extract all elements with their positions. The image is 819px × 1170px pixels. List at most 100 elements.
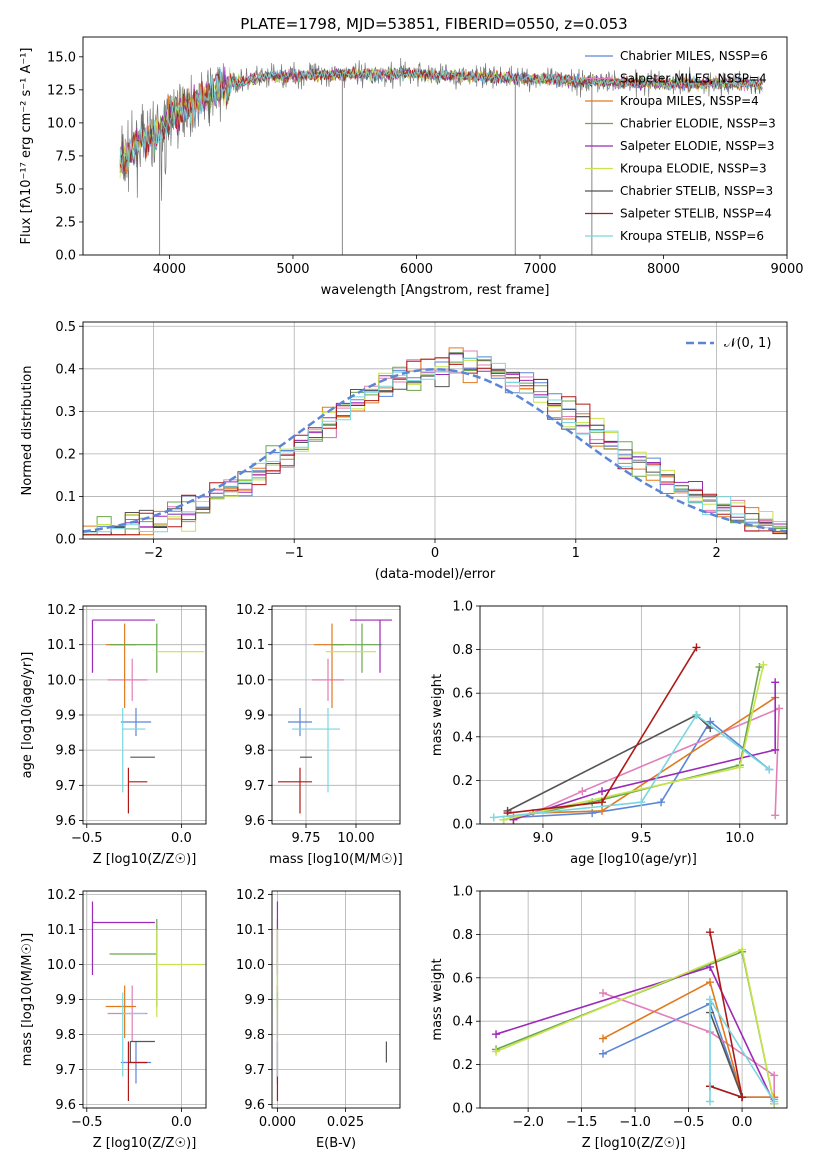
weight-line (532, 707, 780, 816)
model-line (119, 67, 763, 168)
error-bars (278, 619, 392, 814)
x-tick-label: 0.0 (171, 831, 192, 846)
weight-marker (775, 704, 784, 713)
histogram-step (83, 357, 787, 536)
x-axis-label: Z [log10(Z/Z☉)] (93, 1136, 197, 1151)
x-axis-label: E(B-V) (316, 1136, 356, 1151)
panel-massweight-vs-age: 9.0 9.5 10.0 0.0 0.2 0.4 0.6 0.8 1.0 age [log10(a… (430, 600, 788, 867)
weight-marker (765, 765, 774, 774)
y-tick-label: 0.3 (55, 405, 76, 420)
y-tick-label: 0.8 (452, 928, 473, 943)
weight-marker (578, 787, 587, 796)
weight-marker (735, 763, 744, 772)
y-tick-label: 9.8 (244, 744, 265, 759)
axes-frame (82, 321, 788, 540)
y-tick-label: 9.7 (244, 1063, 265, 1078)
x-tick-label: 5000 (276, 262, 309, 277)
legend-label: Kroupa ELODIE, NSSP=3 (620, 162, 767, 176)
figure-title: PLATE=1798, MJD=53851, FIBERID=0550, z=0… (240, 15, 627, 33)
y-tick-label: 0.1 (55, 490, 76, 505)
x-axis-label: Z [log10(Z/Z☉)] (582, 1136, 686, 1151)
y-tick-label: 0.4 (452, 1015, 473, 1030)
y-tick-label: 9.9 (244, 993, 265, 1008)
x-tick-label: −1.5 (566, 1115, 598, 1130)
weight-marker (771, 745, 780, 754)
weight-marker (598, 806, 607, 815)
y-tick-label: 0.2 (452, 774, 473, 789)
plot-area (91, 901, 205, 1101)
plot-area: Chabrier MILES, NSSP=6 Salpeter MILES, NS… (119, 49, 776, 255)
y-tick-label: 9.9 (55, 993, 76, 1008)
weight-marker (771, 811, 780, 820)
y-tick-label: 9.8 (55, 744, 76, 759)
y-axis-label: Normed distribution (20, 366, 35, 496)
y-tick-label: 7.5 (55, 149, 76, 164)
y-tick-label: 10.0 (47, 673, 76, 688)
y-tick-label: 0.8 (452, 643, 473, 658)
x-tick-label: 9000 (770, 262, 803, 277)
x-tick-label: 2 (712, 546, 720, 561)
y-tick-label: 10.1 (47, 638, 76, 653)
weight-marker (492, 1047, 501, 1056)
plot-area (91, 619, 205, 814)
weight-marker (771, 678, 780, 687)
x-tick-label: 4000 (153, 262, 186, 277)
histograms (82, 347, 788, 536)
x-axis-label: wavelength [Angstrom, rest frame] (321, 283, 550, 298)
y-tick-label: 1.0 (452, 885, 473, 900)
legend-label: Chabrier ELODIE, NSSP=3 (620, 117, 776, 131)
legend-label: Salpeter ELODIE, NSSP=3 (620, 139, 775, 153)
error-bars (276, 901, 387, 1101)
x-tick-label: 10.00 (337, 831, 374, 846)
panel-massweight-vs-Z: −2.0 −1.5 −1.0 −0.5 0.0 0.0 0.2 0.4 0.6 0.8 1.0 Z [… (430, 885, 788, 1151)
y-tick-label: 10.0 (47, 116, 76, 131)
panel-age-vs-mass: 9.75 10.00 9.6 9.7 9.8 9.9 10.0 10.1 10.2 mass [l… (236, 603, 403, 867)
plot-area (492, 928, 779, 1108)
x-tick-label: −1.0 (619, 1115, 651, 1130)
legend-label: Chabrier MILES, NSSP=6 (620, 49, 768, 63)
weight-line (503, 666, 761, 821)
y-tick-label: 10.2 (236, 888, 265, 903)
x-tick-label: 0.0 (732, 1115, 753, 1130)
x-tick-label: −0.5 (71, 1115, 103, 1130)
y-tick-label: 0.2 (55, 447, 76, 462)
weight-marker (599, 1049, 608, 1058)
weight-marker (705, 962, 714, 971)
y-axis-label: mass weight (430, 674, 445, 756)
weight-marker (738, 1093, 747, 1102)
y-tick-label: 9.8 (244, 1028, 265, 1043)
panel-mass-vs-Z: −0.5 0.0 9.6 9.7 9.8 9.9 10.0 10.1 10.2 Z [log10(… (20, 888, 207, 1151)
x-tick-label: 9.75 (292, 831, 321, 846)
weight-marker (598, 787, 607, 796)
weight-marker (657, 798, 666, 807)
y-tick-label: 0.2 (452, 1058, 473, 1073)
panel-age-vs-Z: −0.5 0.0 9.6 9.7 9.8 9.9 10.0 10.1 10.2 Z [log10(… (20, 603, 207, 867)
x-tick-label: 0.0 (171, 1115, 192, 1130)
y-tick-label: 9.9 (244, 709, 265, 724)
y-tick-label: 15.0 (47, 50, 76, 65)
x-tick-label: −1 (285, 546, 304, 561)
y-axis-label: Flux [fλ10⁻¹⁷ erg cm⁻² s⁻¹ A⁻¹] (19, 48, 34, 245)
panel-residual-histogram: 𝒩(0, 1) −2 −1 0 1 2 0.0 0.1 0.2 0.3 0.4 0.5 (data-mo… (20, 320, 788, 582)
weight-marker (489, 813, 498, 822)
plot-area (489, 643, 784, 824)
y-tick-label: 1.0 (452, 600, 473, 615)
weight-marker (770, 1097, 779, 1106)
y-tick-label: 12.5 (47, 83, 76, 98)
weight-lines (489, 643, 784, 824)
y-tick-label: 0.6 (452, 687, 473, 702)
weight-line (513, 682, 776, 821)
y-tick-label: 0.4 (452, 730, 473, 745)
weight-marker (705, 1097, 714, 1106)
y-tick-label: 9.7 (244, 779, 265, 794)
spectrum-legend: Chabrier MILES, NSSP=6 Salpeter MILES, NS… (585, 49, 776, 243)
panel-spectrum: Chabrier MILES, NSSP=6 Salpeter MILES, NS… (19, 36, 804, 298)
y-axis-label: age [log10(age/yr)] (20, 652, 35, 779)
error-bars (91, 901, 205, 1101)
y-tick-label: 9.6 (55, 1098, 76, 1113)
x-tick-label: 9.0 (533, 831, 554, 846)
x-tick-label: 1 (572, 546, 580, 561)
x-tick-label: 0.025 (327, 1115, 364, 1130)
y-tick-label: 10.0 (236, 958, 265, 973)
y-tick-label: 10.1 (47, 923, 76, 938)
